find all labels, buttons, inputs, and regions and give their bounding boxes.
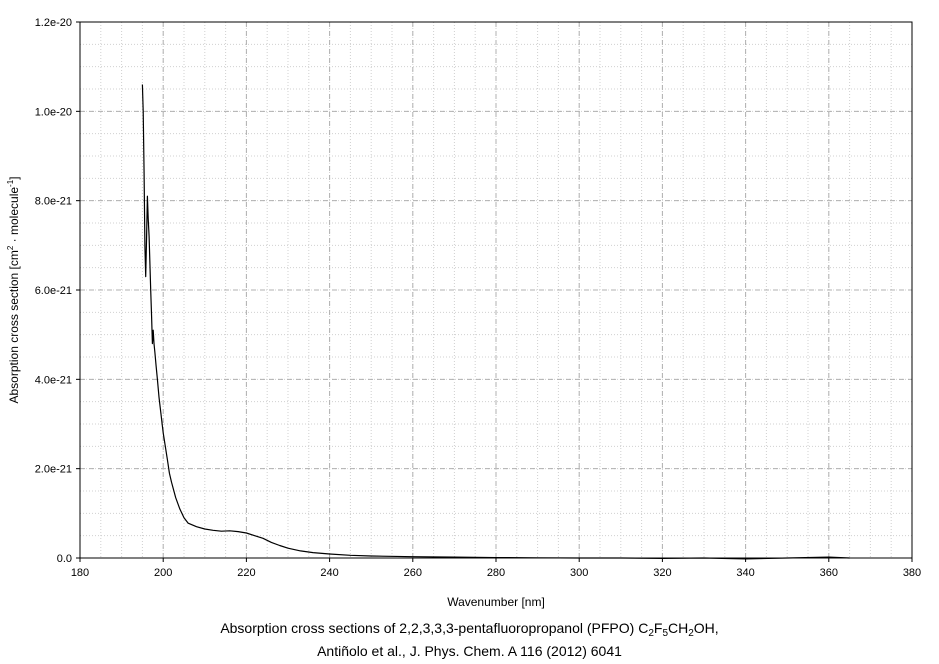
y-tick-label: 6.0e-21 (35, 285, 72, 297)
x-axis: 180 200 220 240 260 280 300 320 340 360 380 (71, 558, 921, 579)
y-tick-label: 8.0e-21 (35, 196, 72, 208)
y-tick-label: 2.0e-21 (35, 464, 72, 476)
y-tick-label: 1.0e-20 (35, 106, 72, 118)
x-tick-label: 240 (320, 567, 338, 579)
series-layer (141, 84, 850, 560)
x-axis-label: Wavenumber [nm] (447, 595, 545, 609)
x-tick-label: 360 (820, 567, 838, 579)
x-tick-label: 320 (653, 567, 671, 579)
y-tick-label: 1.2e-20 (35, 17, 72, 29)
series-line-0 (141, 84, 850, 560)
x-tick-label: 380 (903, 567, 921, 579)
x-tick-label: 300 (570, 567, 588, 579)
y-axis-label: Absorption cross section [cm2 · molecule… (6, 176, 21, 403)
x-tick-label: 220 (237, 567, 255, 579)
x-tick-label: 280 (487, 567, 505, 579)
y-tick-label: 4.0e-21 (35, 374, 72, 386)
y-tick-label: 0.0 (57, 553, 72, 565)
caption-line-1: Absorption cross sections of 2,2,3,3,3-p… (220, 620, 719, 639)
x-tick-label: 180 (71, 567, 89, 579)
x-tick-label: 340 (736, 567, 754, 579)
caption-line-2: Antiñolo et al., J. Phys. Chem. A 116 (2… (317, 643, 622, 659)
y-axis: 0.0 2.0e-21 4.0e-21 6.0e-21 8.0e-21 1.0e-20 1.… (35, 17, 80, 565)
x-tick-label: 200 (154, 567, 172, 579)
x-tick-label: 260 (404, 567, 422, 579)
